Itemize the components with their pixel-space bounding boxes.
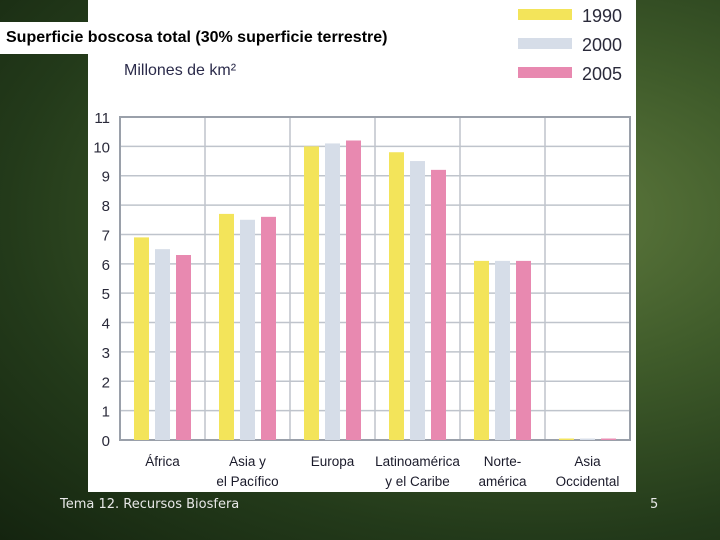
chart-panel: 0 1 2 3 4 5 6 7 8 9 10 11 África Asia y el Pacífico Eur… xyxy=(88,0,636,492)
y-tick-label: 11 xyxy=(94,110,110,127)
y-tick-label: 5 xyxy=(102,286,110,303)
x-category-label: Asia y xyxy=(229,454,266,469)
bar-2005 xyxy=(261,216,276,440)
bar-2000 xyxy=(155,249,170,440)
forest-area-bar-chart: 0 1 2 3 4 5 6 7 8 9 10 11 África Asia y el Pacífico Eur… xyxy=(93,6,631,489)
y-tick-label: 1 xyxy=(102,404,110,421)
y-tick-label: 4 xyxy=(102,316,110,333)
legend-label: 2005 xyxy=(582,64,622,84)
plot-frame xyxy=(119,116,631,441)
bar-2000 xyxy=(580,438,595,440)
bar-2005 xyxy=(431,169,446,440)
y-tick-label: 9 xyxy=(102,169,110,186)
legend-label: 2000 xyxy=(582,35,622,55)
bar-2000 xyxy=(240,219,255,440)
bar-2000 xyxy=(325,143,340,440)
y-tick-label: 3 xyxy=(102,345,110,362)
x-category-label: el Pacífico xyxy=(216,474,278,489)
footer-text: Tema 12. Recursos Biosfera xyxy=(60,497,240,512)
x-category-label: África xyxy=(145,454,180,469)
y-axis-title: Millones de km² xyxy=(124,62,237,79)
y-tick-label: 2 xyxy=(102,374,110,391)
bar-2005 xyxy=(346,140,361,440)
x-category-label: Norte- xyxy=(484,454,522,469)
y-tick-label: 0 xyxy=(102,433,110,450)
bar-2005 xyxy=(176,255,191,440)
legend-label: 1990 xyxy=(582,6,622,26)
legend-swatch-2000 xyxy=(518,38,572,49)
bar-2000 xyxy=(495,260,510,440)
x-category-label: Occidental xyxy=(556,474,620,489)
bar-1990 xyxy=(304,146,319,440)
y-tick-label: 10 xyxy=(93,139,110,156)
bar-2005 xyxy=(516,260,531,440)
bar-1990 xyxy=(559,438,574,440)
page-number: 5 xyxy=(650,497,659,512)
y-tick-label: 7 xyxy=(102,227,110,244)
bar-2005 xyxy=(601,438,616,440)
bar-1990 xyxy=(474,260,489,440)
bar-1990 xyxy=(389,152,404,440)
bar-2000 xyxy=(410,161,425,440)
x-category-label: Latinoamérica xyxy=(375,454,460,469)
legend-swatch-2005 xyxy=(518,67,572,78)
legend-swatch-1990 xyxy=(518,9,572,20)
bar-1990 xyxy=(134,237,149,440)
x-category-label: américa xyxy=(478,474,527,489)
bar-1990 xyxy=(219,213,234,440)
y-tick-label: 6 xyxy=(102,257,110,274)
y-tick-label: 8 xyxy=(102,198,110,215)
x-category-label: Europa xyxy=(311,454,355,469)
x-category-label: y el Caribe xyxy=(385,474,450,489)
x-category-label: Asia xyxy=(574,454,601,469)
slide-title: Superficie boscosa total (30% superficie… xyxy=(0,22,494,54)
